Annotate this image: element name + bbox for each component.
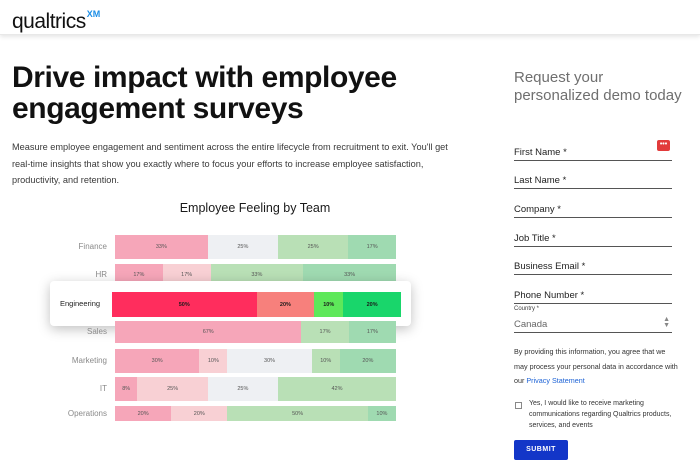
bar-row-sales: 67% 17% 17% bbox=[115, 321, 396, 343]
bar-segment: 50% bbox=[227, 406, 368, 421]
bar-segment: 30% bbox=[115, 349, 200, 373]
marketing-consent-label: Yes, I would like to receive marketing c… bbox=[529, 400, 672, 429]
company-label: Company * bbox=[514, 204, 561, 215]
phone-number-label: Phone Number * bbox=[514, 290, 585, 301]
bar-segment: 33% bbox=[303, 264, 396, 286]
bar-segment: 20% bbox=[171, 406, 228, 421]
bar-segment: 30% bbox=[227, 349, 312, 373]
bar-segment: 20% bbox=[343, 292, 401, 317]
bar-segment: 42% bbox=[277, 377, 396, 401]
bar-segment: 17% bbox=[301, 321, 349, 343]
password-manager-icon[interactable]: ••• bbox=[657, 140, 670, 151]
row-label-sales: Sales bbox=[86, 327, 107, 336]
country-value: Canada bbox=[514, 319, 548, 330]
bar-segment: 10% bbox=[314, 292, 344, 317]
bar-segment: 33% bbox=[115, 235, 208, 259]
last-name-field[interactable]: Last Name * bbox=[514, 169, 672, 189]
bar-segment: 10% bbox=[311, 349, 340, 373]
bar-segment: 50% bbox=[112, 292, 257, 317]
last-name-label: Last Name * bbox=[514, 175, 567, 186]
country-select[interactable]: Canada ▲ ▼ bbox=[514, 316, 672, 333]
phone-number-field[interactable]: Phone Number * bbox=[514, 284, 672, 304]
bar-row-hr: 17% 17% 33% 33% bbox=[115, 264, 396, 286]
privacy-text: By providing this information, you agree… bbox=[514, 347, 678, 385]
country-label: Country * bbox=[514, 306, 540, 312]
bar-segment: 20% bbox=[339, 349, 396, 373]
bar-segment: 17% bbox=[348, 321, 396, 343]
privacy-statement-link[interactable]: Privacy Statement bbox=[526, 376, 585, 385]
chart-title: Employee Feeling by Team bbox=[179, 201, 331, 215]
first-name-field[interactable]: First Name * bbox=[514, 141, 672, 161]
row-label-it: IT bbox=[99, 384, 107, 393]
company-field[interactable]: Company * bbox=[514, 198, 672, 218]
logo-wordmark: qualtrics bbox=[12, 10, 86, 33]
bar-segment: 25% bbox=[207, 235, 278, 259]
bar-segment: 20% bbox=[256, 292, 315, 317]
bar-segment: 17% bbox=[162, 264, 211, 286]
first-name-label: First Name * bbox=[514, 147, 567, 158]
bar-segment: 33% bbox=[210, 264, 304, 286]
qualtrics-logo[interactable]: qualtricsXM bbox=[12, 6, 100, 33]
bar-segment: 20% bbox=[115, 406, 172, 421]
row-label-engineering: Engineering bbox=[60, 299, 101, 308]
form-title: Request your personalized demo today bbox=[514, 69, 682, 104]
bar-row-operations: 20% 20% 50% 10% bbox=[115, 406, 396, 421]
bar-row-marketing: 30% 10% 30% 10% 20% bbox=[115, 349, 396, 373]
bar-segment: 25% bbox=[137, 377, 208, 401]
marketing-consent-checkbox[interactable] bbox=[515, 402, 522, 409]
bar-row-engineering: 50% 20% 10% 20% bbox=[112, 292, 401, 317]
bar-segment: 25% bbox=[277, 235, 349, 259]
bar-segment: 10% bbox=[367, 406, 396, 421]
bar-segment: 17% bbox=[348, 235, 396, 259]
bar-segment: 67% bbox=[115, 321, 302, 343]
row-label-marketing: Marketing bbox=[71, 356, 107, 365]
row-label-hr: HR bbox=[95, 270, 107, 279]
business-email-field[interactable]: Business Email * bbox=[514, 255, 672, 275]
updown-caret-icon: ▲ ▼ bbox=[663, 316, 670, 329]
bar-row-it: 8% 25% 25% 42% bbox=[115, 377, 396, 401]
business-email-label: Business Email * bbox=[514, 261, 586, 272]
bar-row-finance: 33% 25% 25% 17% bbox=[115, 235, 396, 259]
page-headline: Drive impact with employee engagement su… bbox=[12, 61, 397, 125]
bar-segment: 25% bbox=[207, 377, 278, 401]
logo-xm-suffix: XM bbox=[86, 9, 101, 19]
job-title-field[interactable]: Job Title * bbox=[514, 227, 672, 247]
privacy-notice: By providing this information, you agree… bbox=[514, 345, 679, 389]
submit-button[interactable]: SUBMIT bbox=[514, 440, 568, 460]
bar-segment: 10% bbox=[199, 349, 228, 373]
site-header: qualtricsXM bbox=[0, 0, 700, 35]
row-label-finance: Finance bbox=[78, 242, 107, 251]
job-title-label: Job Title * bbox=[514, 233, 556, 244]
highlighted-row-card: Engineering 50% 20% 10% 20% bbox=[50, 281, 411, 326]
intro-paragraph: Measure employee engagement and sentimen… bbox=[12, 142, 448, 185]
bar-segment: 17% bbox=[115, 264, 163, 286]
row-label-operations: Operations bbox=[67, 409, 107, 418]
bar-segment: 8% bbox=[115, 377, 138, 401]
